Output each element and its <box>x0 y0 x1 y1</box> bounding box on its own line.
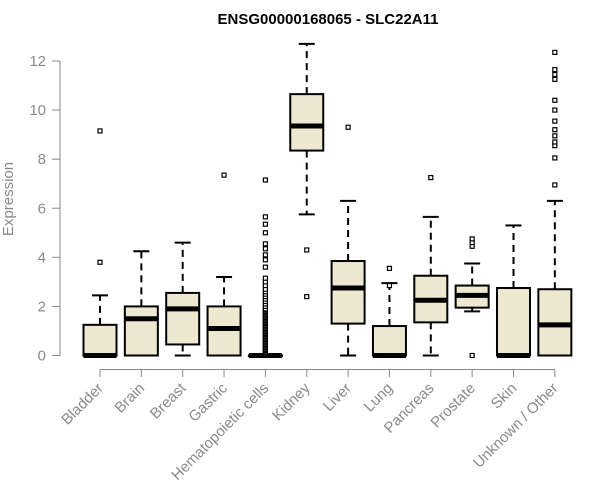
outlier-point <box>469 236 475 242</box>
x-tick-label: Prostate <box>427 380 479 432</box>
outlier-point <box>304 294 310 300</box>
outlier-point <box>262 252 268 258</box>
y-axis: 0 2 4 6 8 10 12 <box>29 53 61 365</box>
outlier-point <box>262 275 268 281</box>
outlier-point <box>97 259 103 265</box>
outlier-point <box>97 128 103 134</box>
y-tick-label: 6 <box>38 200 46 217</box>
y-tick-label: 12 <box>29 53 46 70</box>
outlier-point <box>552 139 558 145</box>
outlier-point <box>552 127 558 133</box>
box-kidney <box>289 42 325 300</box>
box-bladder <box>82 128 118 358</box>
x-tick-label: Kidney <box>269 379 314 424</box>
outlier-point <box>552 118 558 124</box>
box-brain <box>123 250 159 357</box>
box-hematopoietic-cells <box>247 177 283 358</box>
y-tick-label: 8 <box>38 151 46 168</box>
box-pancreas <box>413 174 449 357</box>
outlier-point <box>552 97 558 103</box>
outlier-point <box>262 177 268 183</box>
outlier-point <box>552 66 558 73</box>
box-gastric <box>206 172 242 357</box>
x-tick-label: Breast <box>147 379 190 422</box>
outlier-point <box>552 49 558 56</box>
outlier-point <box>552 182 558 188</box>
box-skin <box>496 224 531 358</box>
outlier-point <box>469 352 475 359</box>
box-iqr <box>330 260 366 325</box>
outlier-point <box>386 265 393 271</box>
outlier-point <box>262 214 268 220</box>
y-axis-label: Expression <box>0 162 17 236</box>
y-tick-label: 4 <box>38 249 46 266</box>
box-unknown-other <box>537 49 573 357</box>
x-tick-label: Brain <box>111 380 148 417</box>
box-prostate <box>454 236 490 359</box>
outlier-point <box>552 155 558 161</box>
outlier-point <box>386 282 393 289</box>
box-iqr <box>123 305 159 357</box>
outlier-point <box>262 246 268 252</box>
outlier-point <box>221 172 227 178</box>
outlier-point <box>552 71 558 78</box>
y-tick-label: 2 <box>38 298 46 315</box>
outlier-point <box>552 107 558 113</box>
chart-title: ENSG00000168065 - SLC22A11 <box>218 11 439 28</box>
y-tick-label: 10 <box>29 102 46 119</box>
boxes-group <box>82 42 573 359</box>
outlier-point <box>428 174 434 181</box>
outlier-point <box>345 124 351 130</box>
outlier-point <box>552 133 558 139</box>
box-iqr <box>496 287 531 357</box>
x-tick-label: Lung <box>361 380 397 416</box>
box-lung <box>371 265 407 358</box>
outlier-point <box>262 230 268 236</box>
outlier-point <box>262 264 268 270</box>
outlier-point <box>262 257 268 263</box>
box-iqr <box>289 93 325 152</box>
x-tick-label: Bladder <box>58 380 107 429</box>
y-tick-label: 0 <box>38 348 46 365</box>
outlier-point <box>304 247 310 253</box>
outlier-point <box>552 76 558 83</box>
outlier-point <box>262 221 268 227</box>
x-tick-label: Skin <box>488 380 521 413</box>
box-breast <box>165 241 201 357</box>
box-iqr <box>82 323 118 357</box>
outlier-point <box>262 241 268 247</box>
x-tick-label: Liver <box>320 380 355 415</box>
box-iqr <box>165 291 201 346</box>
box-liver <box>330 124 366 357</box>
box-iqr <box>371 325 407 357</box>
